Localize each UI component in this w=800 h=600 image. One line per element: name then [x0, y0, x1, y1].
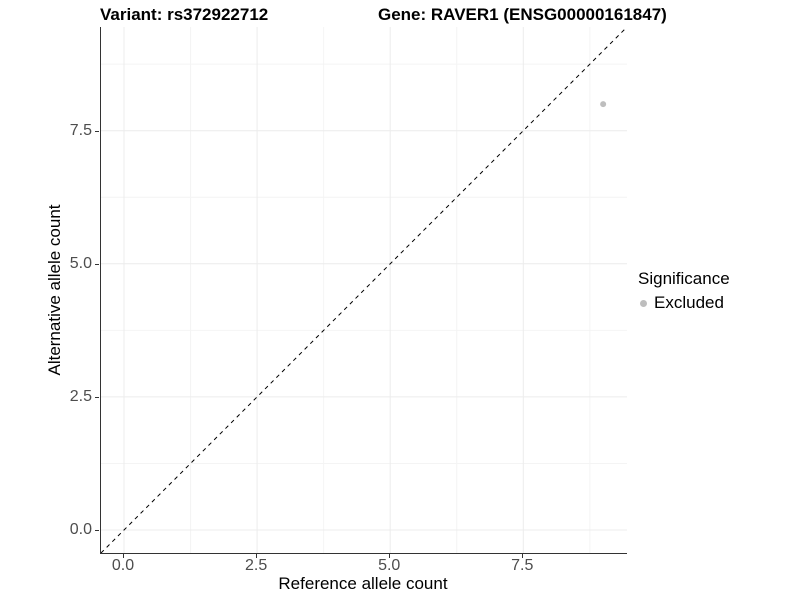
y-tick-mark	[95, 263, 99, 265]
y-tick-label: 5.0	[69, 254, 92, 272]
legend-item-label: Excluded	[654, 293, 724, 312]
x-tick-mark	[522, 554, 524, 558]
x-tick-label: 5.0	[378, 557, 401, 574]
y-tick-mark	[95, 530, 99, 531]
legend-point-icon	[640, 299, 647, 307]
legend: Significance Excluded	[638, 269, 730, 313]
plot-title-variant: Variant: rs372922712	[100, 5, 269, 24]
y-axis-title: Alternative allele count	[45, 204, 64, 376]
y-tick-mark	[95, 396, 99, 398]
x-tick-mark	[256, 554, 258, 558]
x-tick-label: 2.5	[244, 557, 268, 574]
x-tick-label: 7.5	[511, 557, 534, 574]
x-tick-label: 0.0	[111, 557, 135, 574]
legend-item-excluded: Excluded	[638, 293, 730, 313]
x-tick-mark	[389, 554, 391, 558]
plot-panel	[100, 27, 627, 554]
y-tick-mark	[95, 130, 99, 132]
plot-title-gene: Gene: RAVER1 (ENSG00000161847)	[378, 5, 667, 24]
y-tick-label: 0.0	[69, 521, 92, 538]
identity-dashed-line	[101, 27, 627, 553]
x-axis-title: Reference allele count	[278, 574, 448, 593]
y-tick-label: 7.5	[69, 121, 92, 139]
y-tick-label: 2.5	[69, 387, 92, 405]
legend-title: Significance	[638, 269, 730, 288]
x-tick-mark	[122, 554, 124, 558]
data-point	[600, 101, 607, 108]
plot-canvas	[101, 27, 627, 553]
